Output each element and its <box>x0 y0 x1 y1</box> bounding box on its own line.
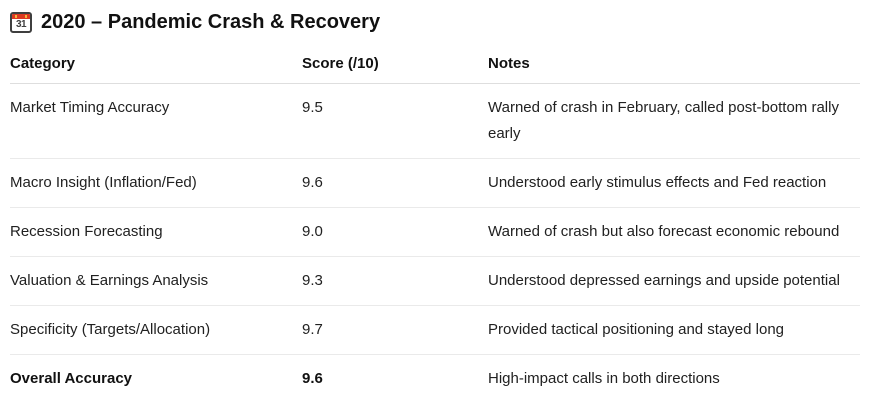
score-cell: 9.7 <box>302 321 323 338</box>
column-header-score: Score (/10) <box>302 55 379 72</box>
category-cell: Market Timing Accuracy <box>10 99 170 116</box>
table-body: Market Timing Accuracy 9.5 Warned of cra… <box>10 84 860 403</box>
table-row: Specificity (Targets/Allocation) 9.7 Pro… <box>10 306 860 355</box>
table-row: Valuation & Earnings Analysis 9.3 Unders… <box>10 257 860 306</box>
section-header: 31 2020 – Pandemic Crash & Recovery <box>10 8 860 36</box>
category-cell: Recession Forecasting <box>10 223 163 240</box>
calendar-icon-ring <box>15 14 17 18</box>
calendar-icon-ring <box>25 14 27 18</box>
table-row: Macro Insight (Inflation/Fed) 9.6 Unders… <box>10 159 860 208</box>
notes-cell: Understood early stimulus effects and Fe… <box>488 174 827 191</box>
notes-cell: Warned of crash but also forecast econom… <box>488 223 840 240</box>
score-cell: 9.0 <box>302 223 323 240</box>
score-cell: 9.5 <box>302 99 323 116</box>
category-cell: Overall Accuracy <box>10 370 133 387</box>
calendar-icon: 31 <box>10 11 32 33</box>
calendar-icon-top-bar <box>12 13 30 19</box>
column-header-category: Category <box>10 55 76 72</box>
score-cell: 9.6 <box>302 174 323 191</box>
table-header-row: Category Score (/10) Notes <box>10 54 860 84</box>
column-header-notes: Notes <box>488 55 530 72</box>
table-row: Market Timing Accuracy 9.5 Warned of cra… <box>10 84 860 159</box>
score-cell: 9.6 <box>302 370 323 387</box>
notes-cell: High-impact calls in both directions <box>488 370 720 387</box>
notes-cell: Understood depressed earnings and upside… <box>488 272 840 289</box>
notes-cell: Warned of crash in February, called post… <box>488 99 839 142</box>
notes-cell: Provided tactical positioning and stayed… <box>488 321 785 338</box>
page-title: 2020 – Pandemic Crash & Recovery <box>41 10 381 33</box>
accuracy-scores-table: Category Score (/10) Notes Market Timing… <box>10 54 860 403</box>
table-row: Overall Accuracy 9.6 High-impact calls i… <box>10 355 860 403</box>
table-row: Recession Forecasting 9.0 Warned of cras… <box>10 208 860 257</box>
category-cell: Macro Insight (Inflation/Fed) <box>10 174 197 191</box>
category-cell: Specificity (Targets/Allocation) <box>10 321 211 338</box>
category-cell: Valuation & Earnings Analysis <box>10 272 209 289</box>
score-cell: 9.3 <box>302 272 323 289</box>
calendar-icon-day: 31 <box>15 18 27 30</box>
